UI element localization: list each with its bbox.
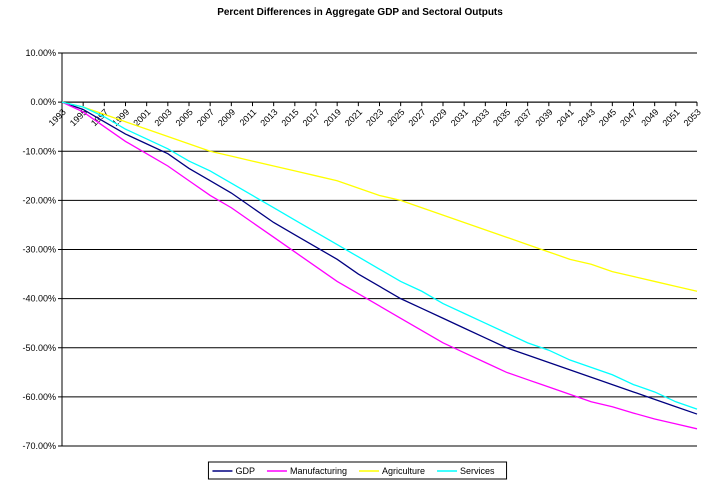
x-tick-label: 2007 [195, 107, 216, 128]
y-tick-label: -10.00% [22, 146, 56, 156]
x-tick-label: 2023 [364, 107, 385, 128]
x-tick-label: 2049 [639, 107, 660, 128]
y-tick-label: -60.00% [22, 392, 56, 402]
y-tick-label: 10.00% [25, 48, 56, 58]
y-tick-label: -20.00% [22, 195, 56, 205]
x-tick-label: 2003 [152, 107, 173, 128]
x-tick-label: 2015 [279, 107, 300, 128]
x-tick-label: 2045 [597, 107, 618, 128]
x-tick-label: 2039 [533, 107, 554, 128]
series-line [61, 101, 698, 415]
x-tick-label: 2035 [491, 107, 512, 128]
y-tick-label: -40.00% [22, 294, 56, 304]
chart-title: Percent Differences in Aggregate GDP and… [217, 7, 503, 18]
legend-item: GDP [212, 466, 255, 476]
y-tick-label: -30.00% [22, 245, 56, 255]
x-tick-label: 2013 [258, 107, 279, 128]
x-tick-label: 2021 [343, 107, 364, 128]
series-line [61, 101, 698, 410]
x-tick-label: 2033 [470, 107, 491, 128]
legend-item: Agriculture [359, 466, 425, 476]
legend-label: Manufacturing [290, 466, 347, 476]
x-tick-label: 2051 [660, 107, 681, 128]
x-tick-label: 2025 [385, 107, 406, 128]
series-line [61, 101, 698, 430]
x-tick-label: 2027 [406, 107, 427, 128]
y-tick-label: 0.00% [30, 97, 56, 107]
series-line [61, 101, 698, 292]
x-tick-label: 2037 [512, 107, 533, 128]
x-tick-label: 2017 [301, 107, 322, 128]
x-tick-label: 2019 [322, 107, 343, 128]
x-tick-label: 2043 [576, 107, 597, 128]
legend-item: Manufacturing [266, 466, 347, 476]
x-tick-label: 1993 [47, 107, 68, 128]
legend-box [207, 461, 508, 480]
legend-label: GDP [235, 466, 255, 476]
y-tick-label: -70.00% [22, 441, 56, 451]
x-tick-label: 2011 [238, 107, 259, 128]
legend-label: Agriculture [382, 466, 425, 476]
x-tick-label: 2009 [216, 107, 237, 128]
y-tick-label: -50.00% [22, 343, 56, 353]
x-tick-label: 2029 [428, 107, 449, 128]
legend-label: Services [460, 466, 495, 476]
x-tick-label: 2041 [555, 107, 576, 128]
x-tick-label: 2047 [618, 107, 639, 128]
x-tick-label: 2005 [174, 107, 195, 128]
x-tick-label: 2031 [449, 107, 470, 128]
x-tick-label: 2053 [682, 107, 702, 128]
legend: GDP Manufacturing Agriculture Services [207, 461, 508, 480]
legend-item: Services [437, 466, 495, 476]
